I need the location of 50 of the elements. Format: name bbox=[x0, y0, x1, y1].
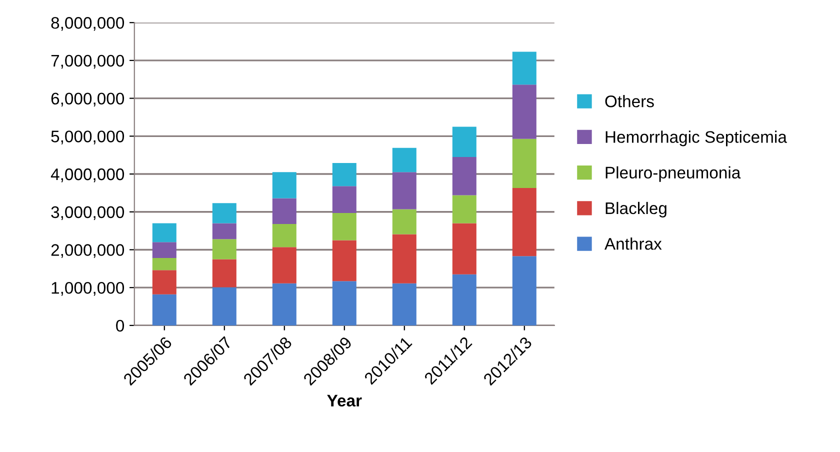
y-tick-label: 2,000,000 bbox=[51, 244, 124, 258]
bar bbox=[212, 259, 236, 288]
bar bbox=[152, 270, 176, 294]
bar bbox=[392, 234, 416, 284]
bar bbox=[152, 242, 176, 258]
bar bbox=[152, 223, 176, 242]
y-tick-label: 4,000,000 bbox=[50, 168, 124, 182]
bar bbox=[452, 274, 476, 326]
bar bbox=[272, 283, 296, 326]
bar bbox=[512, 256, 536, 326]
y-tick-label: 1,000,000 bbox=[52, 282, 124, 296]
bar bbox=[332, 186, 356, 214]
bar bbox=[272, 198, 296, 224]
bar bbox=[392, 172, 416, 210]
bar bbox=[212, 203, 236, 224]
y-tick-label: 3,000,000 bbox=[51, 206, 124, 220]
y-tick-label: 8,000,000 bbox=[51, 17, 124, 31]
x-axis-title: Year bbox=[327, 394, 362, 407]
bar bbox=[392, 283, 416, 326]
bar bbox=[332, 240, 356, 282]
legend-label: Blackleg bbox=[606, 202, 666, 218]
bar bbox=[272, 172, 296, 198]
bar bbox=[272, 247, 296, 284]
bar bbox=[152, 258, 176, 270]
bar bbox=[392, 148, 416, 172]
bar bbox=[212, 223, 236, 240]
y-tick-label: 0 bbox=[116, 320, 124, 332]
y-tick-label: 6,000,000 bbox=[51, 92, 124, 106]
bar bbox=[392, 209, 416, 234]
bar bbox=[512, 188, 536, 256]
bar bbox=[332, 281, 356, 326]
legend-label: Anthrax bbox=[604, 238, 662, 250]
legend-label: Others bbox=[605, 95, 654, 108]
legend-label: Pleuro-pneumonia bbox=[606, 166, 741, 182]
legend-label: Hemorrhagic Septicemia bbox=[606, 130, 787, 146]
y-tick-label: 7,000,000 bbox=[51, 54, 124, 69]
bar bbox=[512, 84, 536, 139]
bar bbox=[212, 239, 236, 260]
bar bbox=[512, 138, 536, 188]
bar bbox=[452, 156, 476, 196]
bar bbox=[452, 223, 476, 274]
bar bbox=[332, 213, 356, 240]
bar bbox=[152, 294, 176, 326]
bar bbox=[512, 52, 536, 85]
bar bbox=[212, 287, 236, 326]
bar bbox=[452, 195, 476, 224]
bar bbox=[272, 224, 296, 248]
y-tick-label: 5,000,000 bbox=[51, 130, 124, 144]
bar bbox=[452, 126, 476, 157]
bar bbox=[332, 163, 356, 186]
